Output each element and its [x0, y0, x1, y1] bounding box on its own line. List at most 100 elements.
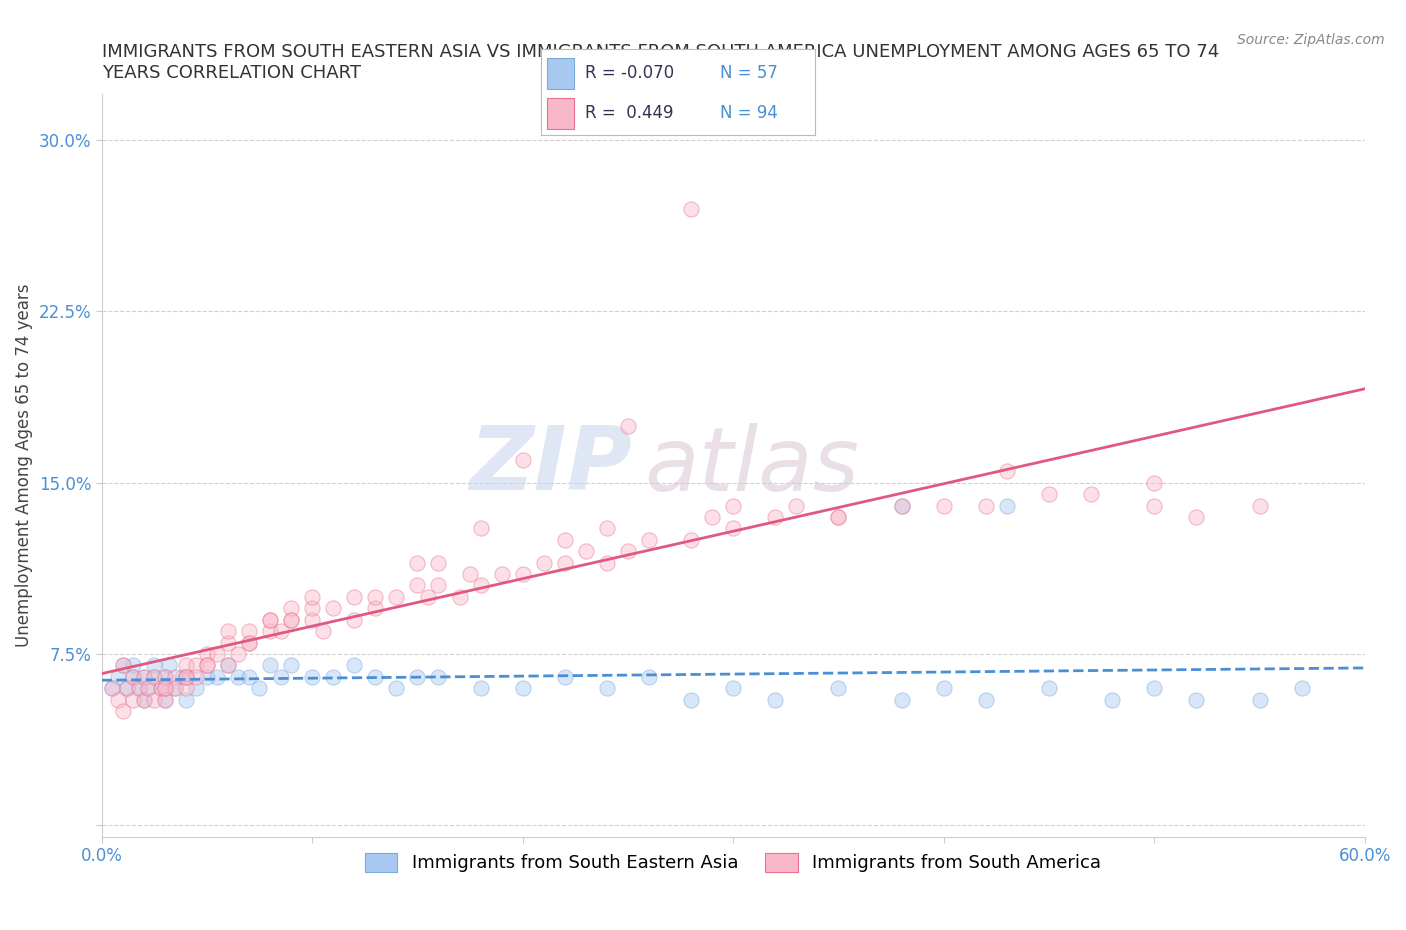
- Text: IMMIGRANTS FROM SOUTH EASTERN ASIA VS IMMIGRANTS FROM SOUTH AMERICA UNEMPLOYMENT: IMMIGRANTS FROM SOUTH EASTERN ASIA VS IM…: [101, 43, 1219, 82]
- Point: [228, 670, 250, 684]
- Point: [638, 532, 661, 547]
- Point: [617, 544, 640, 559]
- Point: [449, 590, 471, 604]
- Point: [165, 681, 187, 696]
- Point: [702, 510, 724, 525]
- Point: [1291, 681, 1313, 696]
- Point: [128, 681, 150, 696]
- Point: [217, 624, 239, 639]
- Point: [974, 498, 997, 513]
- Point: [596, 681, 619, 696]
- Legend: Immigrants from South Eastern Asia, Immigrants from South America: Immigrants from South Eastern Asia, Immi…: [357, 846, 1109, 880]
- Point: [554, 555, 576, 570]
- Point: [153, 681, 176, 696]
- Point: [174, 681, 197, 696]
- Point: [681, 201, 703, 216]
- Point: [122, 692, 145, 707]
- Point: [890, 498, 912, 513]
- Point: [301, 601, 323, 616]
- Point: [186, 658, 208, 672]
- Point: [170, 670, 193, 684]
- Point: [259, 612, 281, 627]
- Point: [174, 670, 197, 684]
- Point: [554, 532, 576, 547]
- Point: [343, 612, 366, 627]
- Text: ZIP: ZIP: [470, 422, 633, 509]
- Point: [174, 658, 197, 672]
- Text: atlas: atlas: [645, 422, 859, 509]
- Point: [217, 658, 239, 672]
- Point: [132, 670, 155, 684]
- Point: [280, 612, 302, 627]
- Point: [136, 681, 159, 696]
- Point: [995, 464, 1018, 479]
- Point: [157, 658, 180, 672]
- Point: [470, 521, 492, 536]
- Point: [280, 658, 302, 672]
- Point: [1038, 681, 1060, 696]
- Point: [512, 452, 534, 467]
- Point: [270, 670, 292, 684]
- Point: [416, 590, 439, 604]
- Point: [165, 681, 187, 696]
- Point: [406, 555, 429, 570]
- Point: [280, 601, 302, 616]
- Point: [122, 670, 145, 684]
- Point: [259, 658, 281, 672]
- Point: [364, 670, 387, 684]
- Point: [827, 510, 849, 525]
- Point: [343, 658, 366, 672]
- Point: [427, 670, 450, 684]
- Point: [259, 624, 281, 639]
- Point: [101, 681, 124, 696]
- Point: [343, 590, 366, 604]
- Point: [596, 555, 619, 570]
- Point: [174, 670, 197, 684]
- Point: [259, 612, 281, 627]
- Point: [217, 658, 239, 672]
- Point: [1185, 692, 1208, 707]
- Point: [512, 681, 534, 696]
- Point: [301, 612, 323, 627]
- Point: [195, 658, 218, 672]
- Point: [385, 590, 408, 604]
- Point: [406, 670, 429, 684]
- Point: [827, 681, 849, 696]
- Point: [128, 681, 150, 696]
- Point: [149, 681, 172, 696]
- Point: [322, 670, 344, 684]
- Point: [1080, 486, 1102, 501]
- Point: [364, 590, 387, 604]
- Point: [427, 555, 450, 570]
- Point: [406, 578, 429, 593]
- Point: [107, 692, 129, 707]
- Point: [111, 658, 134, 672]
- Point: [554, 670, 576, 684]
- Point: [785, 498, 807, 513]
- Bar: [547, 98, 574, 129]
- Point: [122, 658, 145, 672]
- Point: [101, 681, 124, 696]
- Point: [575, 544, 598, 559]
- Point: [322, 601, 344, 616]
- Point: [491, 566, 513, 581]
- Point: [890, 498, 912, 513]
- Point: [458, 566, 481, 581]
- Point: [107, 670, 129, 684]
- Point: [681, 692, 703, 707]
- Text: Source: ZipAtlas.com: Source: ZipAtlas.com: [1237, 33, 1385, 46]
- Point: [149, 681, 172, 696]
- Y-axis label: Unemployment Among Ages 65 to 74 years: Unemployment Among Ages 65 to 74 years: [15, 284, 32, 647]
- Point: [681, 532, 703, 547]
- Point: [238, 624, 260, 639]
- Point: [470, 681, 492, 696]
- Point: [207, 670, 229, 684]
- Point: [143, 670, 166, 684]
- Text: R = -0.070: R = -0.070: [585, 64, 675, 82]
- Point: [763, 510, 786, 525]
- Point: [596, 521, 619, 536]
- Point: [1143, 475, 1166, 490]
- Point: [311, 624, 333, 639]
- Text: R =  0.449: R = 0.449: [585, 104, 673, 123]
- Point: [1249, 692, 1271, 707]
